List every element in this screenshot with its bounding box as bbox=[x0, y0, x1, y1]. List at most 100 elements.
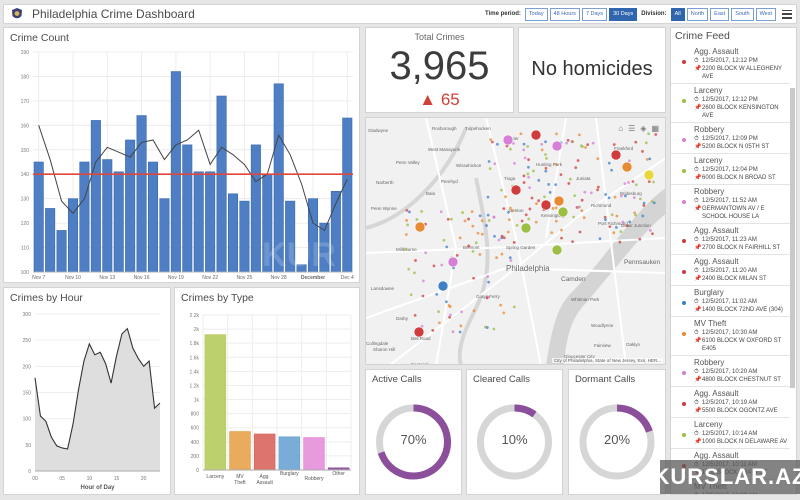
x-tick-label: Assault bbox=[256, 480, 273, 486]
hamburger-menu-icon[interactable] bbox=[782, 9, 792, 19]
incident-point bbox=[485, 296, 489, 300]
clock-icon: ⏱ bbox=[694, 369, 699, 375]
road bbox=[485, 118, 542, 364]
map-canvas[interactable]: GladwyneRoxboroughTulpehockenWisterWest … bbox=[366, 118, 666, 365]
incident-point bbox=[581, 145, 584, 149]
incident-point bbox=[421, 294, 425, 298]
y-tick-label: 0 bbox=[196, 468, 199, 474]
road bbox=[425, 118, 458, 364]
feed-item-time-text: 12/5/2017, 12:04 PM bbox=[702, 167, 758, 173]
clock-icon: ⏱ bbox=[694, 167, 699, 173]
map-place-label: Bala bbox=[426, 191, 436, 196]
feed-item[interactable]: Larceny ⏱ 12/5/2017, 12:12 PM 📌2600 BLOCK… bbox=[671, 84, 790, 123]
feed-item[interactable]: MV Theft ⏱ 12/5/2017, 10:30 AM 📌6100 BLOC… bbox=[671, 317, 790, 356]
page-title: Philadelphia Crime Dashboard bbox=[32, 7, 195, 21]
crime-count-title: Crime Count bbox=[10, 32, 69, 44]
incident-point bbox=[509, 259, 513, 262]
total-crimes-panel: Total Crimes 3,965 ▲ 65 bbox=[365, 27, 514, 113]
feed-item-time-text: 12/5/2017, 11:23 AM bbox=[702, 237, 757, 243]
incident-point bbox=[654, 133, 658, 136]
x-tick-label: 05 bbox=[59, 476, 65, 482]
site-watermark: KURSLAR.AZ bbox=[654, 460, 800, 494]
feed-item[interactable]: Robbery ⏱ 12/5/2017, 11:52 AM 📌GERMANTOWN… bbox=[671, 185, 790, 224]
qr-grid-icon[interactable]: ▦ bbox=[651, 124, 659, 133]
incident-cluster bbox=[621, 161, 633, 173]
home-icon[interactable]: ⌂ bbox=[618, 124, 624, 133]
incident-point bbox=[554, 219, 558, 223]
pin-icon: 📌 bbox=[694, 245, 702, 251]
feed-item-type: Robbery bbox=[694, 187, 725, 196]
incident-cluster bbox=[553, 195, 565, 207]
dormant-calls-panel: Dormant Calls 20% bbox=[568, 369, 666, 495]
incident-point bbox=[634, 213, 638, 217]
incident-point bbox=[615, 214, 619, 218]
x-tick-label: Nov 16 bbox=[134, 275, 150, 281]
incident-point bbox=[544, 169, 548, 173]
feed-item[interactable]: Burglary ⏱ 12/5/2017, 11:02 AM 📌1400 BLOC… bbox=[671, 286, 790, 317]
map-place-label: Juniata bbox=[576, 176, 591, 181]
y-tick-label: 120 bbox=[21, 221, 30, 227]
map-place-label: Kensington bbox=[541, 213, 564, 218]
incident-point bbox=[566, 138, 570, 142]
incident-point bbox=[544, 166, 548, 170]
incident-point bbox=[489, 138, 493, 142]
feed-item-address-text: 6000 BLOCK N BROAD ST bbox=[702, 175, 776, 181]
feed-item-type: Robbery bbox=[694, 358, 725, 367]
layers-icon[interactable]: ◈ bbox=[640, 124, 647, 133]
feed-item-time: ⏱ 12/5/2017, 11:02 AM bbox=[694, 298, 790, 306]
time-period-30-days[interactable]: 30 Days bbox=[609, 7, 638, 21]
x-tick-label: 00 bbox=[32, 476, 38, 482]
feed-item-address: 📌2200 BLOCK W ALLEGHENY AVE bbox=[694, 65, 790, 81]
bar bbox=[33, 161, 44, 273]
incident-point bbox=[567, 182, 571, 185]
bar bbox=[193, 171, 204, 273]
incident-point bbox=[638, 237, 642, 241]
list-icon[interactable]: ☰ bbox=[628, 124, 636, 133]
incident-point bbox=[409, 293, 413, 297]
feed-item-type: Larceny bbox=[694, 86, 723, 95]
time-period-today[interactable]: Today bbox=[524, 7, 548, 21]
crime-map[interactable]: GladwyneRoxboroughTulpehockenWisterWest … bbox=[365, 117, 666, 365]
crime-feed-list[interactable]: Agg. Assault ⏱ 12/5/2017, 12:12 PM 📌2200 … bbox=[671, 45, 790, 494]
incident-point bbox=[404, 247, 408, 251]
x-tick-label: Nov 19 bbox=[168, 275, 184, 281]
feed-item-address: 📌5200 BLOCK N 05TH ST bbox=[694, 143, 790, 151]
map-place-label: Lansdowne bbox=[371, 286, 395, 291]
feed-item-address-text: 2600 BLOCK KENSINGTON AVE bbox=[702, 105, 779, 119]
incident-point bbox=[612, 143, 616, 146]
incident-point bbox=[451, 330, 455, 334]
feed-item[interactable]: Larceny ⏱ 12/5/2017, 10:14 AM 📌1000 BLOCK… bbox=[671, 418, 790, 449]
feed-item-type: Burglary bbox=[694, 288, 724, 297]
division-west[interactable]: West bbox=[755, 7, 776, 21]
feed-item[interactable]: Robbery ⏱ 12/5/2017, 12:09 PM 📌5200 BLOCK… bbox=[671, 123, 790, 154]
feed-item[interactable]: Agg. Assault ⏱ 12/5/2017, 12:12 PM 📌2200 … bbox=[671, 45, 790, 84]
time-period-48-hours[interactable]: 48 Hours bbox=[549, 7, 580, 21]
crimes-by-type-chart: 0 200 400 600 800 1k 1.2k 1.4k 1.6k 1.8k 2k 2.2k Lar… bbox=[190, 313, 352, 486]
incident-point bbox=[472, 309, 476, 313]
feed-item[interactable]: Larceny ⏱ 12/5/2017, 12:04 PM 📌6000 BLOCK… bbox=[671, 154, 790, 185]
incident-point bbox=[535, 202, 538, 205]
feed-item[interactable]: Agg. Assault ⏱ 12/5/2017, 10:19 AM 📌5500 … bbox=[671, 387, 790, 418]
feed-item[interactable]: Agg. Assault ⏱ 12/5/2017, 11:20 AM 📌2400 … bbox=[671, 255, 790, 286]
incident-point bbox=[470, 210, 474, 214]
division-all[interactable]: All bbox=[670, 7, 685, 21]
x-tick-label: Nov 28 bbox=[271, 275, 287, 281]
pin-icon: 📌 bbox=[694, 408, 702, 414]
time-period-7-days[interactable]: 7 Days bbox=[581, 7, 608, 21]
y-tick-label: 160 bbox=[21, 123, 30, 129]
incident-cluster bbox=[510, 184, 522, 196]
feed-item[interactable]: Agg. Assault ⏱ 12/5/2017, 11:23 AM 📌2700 … bbox=[671, 224, 790, 255]
map-place-label: Darby bbox=[396, 316, 409, 321]
feed-item[interactable]: Robbery ⏱ 12/5/2017, 10:20 AM 📌4800 BLOCK… bbox=[671, 356, 790, 387]
incident-point bbox=[519, 132, 523, 136]
y-tick-label: 180 bbox=[21, 74, 30, 80]
division-south[interactable]: South bbox=[731, 7, 754, 21]
incident-point bbox=[504, 195, 507, 199]
division-east[interactable]: East bbox=[710, 7, 730, 21]
bar bbox=[239, 200, 250, 273]
division-north[interactable]: North bbox=[686, 7, 709, 21]
incident-point bbox=[442, 238, 446, 242]
x-tick-label: Nov 7 bbox=[32, 275, 45, 281]
x-tick-label: December bbox=[301, 275, 325, 281]
feed-scrollbar[interactable] bbox=[790, 88, 795, 388]
